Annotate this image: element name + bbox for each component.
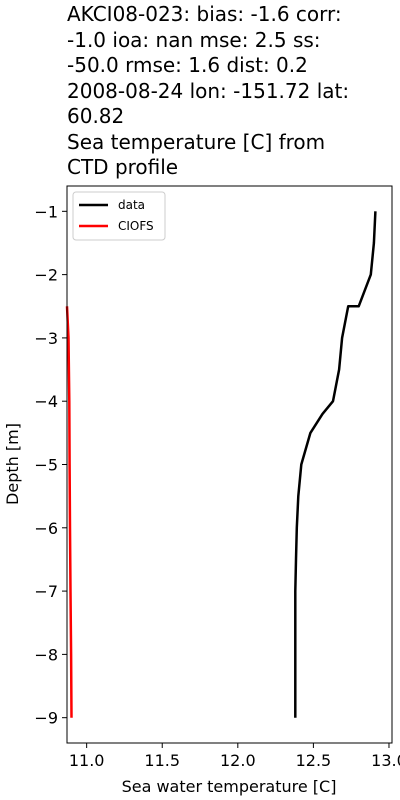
y-tick-label: −6 xyxy=(34,519,58,538)
y-axis-label: Depth [m] xyxy=(3,423,22,505)
title-line: 60.82 xyxy=(67,104,125,128)
title-line: -50.0 rmse: 1.6 dist: 0.2 xyxy=(67,53,308,77)
legend-label-data: data xyxy=(118,198,145,212)
y-tick-label: −8 xyxy=(34,645,58,664)
y-tick-label: −9 xyxy=(34,709,58,728)
y-tick-label: −5 xyxy=(34,456,58,475)
y-tick-label: −4 xyxy=(34,392,58,411)
x-tick-label: 11.5 xyxy=(144,751,180,770)
title-line: AKCI08-023: bias: -1.6 corr: xyxy=(67,2,342,26)
plot-frame xyxy=(66,185,393,744)
x-tick-label: 13.0 xyxy=(371,751,400,770)
y-tick-label: −1 xyxy=(34,202,58,221)
x-tick-label: 12.5 xyxy=(296,751,332,770)
series-line-data xyxy=(294,211,377,718)
x-axis-label: Sea water temperature [C] xyxy=(122,777,337,796)
series-line-ciofs xyxy=(65,306,73,718)
title-line: CTD profile xyxy=(67,155,179,179)
title-line: 2008-08-24 lon: -151.72 lat: xyxy=(67,78,350,103)
x-tick-label: 12.0 xyxy=(220,751,256,770)
y-tick-label: −3 xyxy=(34,329,58,348)
chart-title: AKCI08-023: bias: -1.6 corr: -1.0 ioa: n… xyxy=(67,2,397,181)
title-line: -1.0 ioa: nan mse: 2.5 ss: xyxy=(67,27,321,52)
x-tick-label: 11.0 xyxy=(69,751,105,770)
legend-label-ciofs: CIOFS xyxy=(118,219,154,233)
y-tick-label: −7 xyxy=(34,582,58,601)
legend: data CIOFS xyxy=(72,191,166,241)
title-line: Sea temperature [C] from xyxy=(67,129,326,154)
y-tick-label: −2 xyxy=(34,266,58,285)
